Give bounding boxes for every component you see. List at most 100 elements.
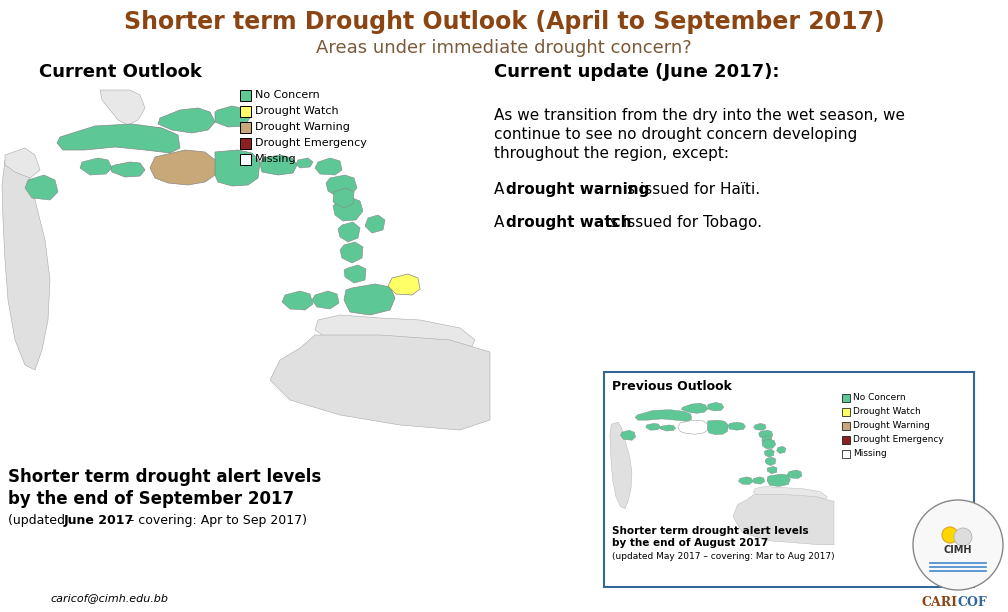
Polygon shape [762,435,771,444]
Text: Missing: Missing [255,154,296,165]
Text: Drought Warning: Drought Warning [255,122,350,133]
Bar [842,408,850,416]
Polygon shape [340,242,363,263]
Text: Drought Warning: Drought Warning [853,422,929,430]
Circle shape [954,528,972,546]
Text: is issued for Haïti.: is issued for Haïti. [618,182,760,197]
Text: caricof@cimh.edu.bb: caricof@cimh.edu.bb [50,593,168,603]
Polygon shape [282,291,313,310]
Polygon shape [344,265,366,283]
Text: Current update (June 2017):: Current update (June 2017): [494,63,779,81]
Bar [240,138,251,149]
Polygon shape [80,158,112,175]
Bar [842,422,850,430]
Text: COF: COF [958,595,988,608]
Polygon shape [5,148,40,178]
Polygon shape [58,125,178,150]
Text: No Concern: No Concern [853,394,905,403]
Text: by the end of September 2017: by the end of September 2017 [8,490,294,508]
Bar [842,394,850,402]
Polygon shape [326,175,357,196]
Polygon shape [215,150,260,186]
Polygon shape [767,474,790,487]
Bar [240,122,251,133]
Polygon shape [708,403,724,411]
Text: No Concern: No Concern [255,91,320,100]
Polygon shape [338,222,360,242]
Polygon shape [729,422,745,430]
Polygon shape [333,197,363,221]
Polygon shape [739,477,753,485]
Text: Drought Watch: Drought Watch [853,408,920,417]
Text: drought warning: drought warning [506,182,649,197]
Bar [240,90,251,101]
Circle shape [942,527,958,543]
Polygon shape [365,215,385,233]
Text: CIMH: CIMH [943,545,973,555]
Text: is issued for Tobago.: is issued for Tobago. [601,215,762,230]
Polygon shape [25,175,58,200]
Bar [842,450,850,458]
Text: (updated: (updated [8,514,69,527]
Text: by the end of August 2017: by the end of August 2017 [612,538,768,548]
Polygon shape [110,162,145,177]
Text: – covering: Apr to Sep 2017): – covering: Apr to Sep 2017) [124,514,307,527]
Text: A: A [494,215,509,230]
Bar [842,436,850,444]
Polygon shape [150,150,215,185]
Polygon shape [752,477,765,484]
Polygon shape [659,425,675,431]
Polygon shape [776,446,786,453]
Polygon shape [260,155,297,175]
Text: Current Outlook: Current Outlook [38,63,202,81]
Polygon shape [312,291,339,309]
Polygon shape [767,466,777,474]
Polygon shape [2,155,50,370]
Polygon shape [764,449,774,457]
Text: Drought Emergency: Drought Emergency [853,436,943,444]
Text: CARI: CARI [922,595,958,608]
Circle shape [913,500,1003,590]
Text: Areas under immediate drought concern?: Areas under immediate drought concern? [317,39,691,57]
Polygon shape [270,335,490,430]
Polygon shape [708,420,729,435]
Polygon shape [635,409,691,421]
Text: June 2017: June 2017 [64,514,134,527]
Text: throughout the region, except:: throughout the region, except: [494,146,729,161]
Text: continue to see no drought concern developing: continue to see no drought concern devel… [494,127,857,142]
Bar [604,372,974,587]
Polygon shape [610,422,632,509]
Text: Drought Emergency: Drought Emergency [255,138,367,149]
Polygon shape [754,487,828,502]
Polygon shape [296,158,313,168]
Polygon shape [733,494,834,545]
Polygon shape [314,315,475,355]
Polygon shape [759,430,773,439]
Polygon shape [646,424,660,430]
Text: Missing: Missing [853,449,887,458]
Text: (updated May 2017 – covering: Mar to Aug 2017): (updated May 2017 – covering: Mar to Aug… [612,552,835,561]
Text: Shorter term drought alert levels: Shorter term drought alert levels [612,526,808,536]
Text: Shorter term Drought Outlook (April to September 2017): Shorter term Drought Outlook (April to S… [124,10,884,34]
Text: As we transition from the dry into the wet season, we: As we transition from the dry into the w… [494,108,905,123]
Polygon shape [333,188,354,208]
Text: A: A [494,182,509,197]
Polygon shape [754,424,766,430]
Text: Shorter term drought alert levels: Shorter term drought alert levels [8,468,322,486]
Text: Drought Watch: Drought Watch [255,106,339,116]
Polygon shape [762,439,776,449]
Polygon shape [100,90,145,125]
Text: drought watch: drought watch [506,215,631,230]
Polygon shape [215,106,250,127]
Polygon shape [344,284,395,315]
Bar [240,106,251,117]
Polygon shape [388,274,420,295]
Bar [240,154,251,165]
Text: Previous Outlook: Previous Outlook [612,379,732,392]
Polygon shape [57,124,180,153]
Polygon shape [765,457,776,466]
Polygon shape [787,470,801,479]
Polygon shape [621,430,636,440]
Polygon shape [681,403,708,413]
Polygon shape [677,420,708,435]
